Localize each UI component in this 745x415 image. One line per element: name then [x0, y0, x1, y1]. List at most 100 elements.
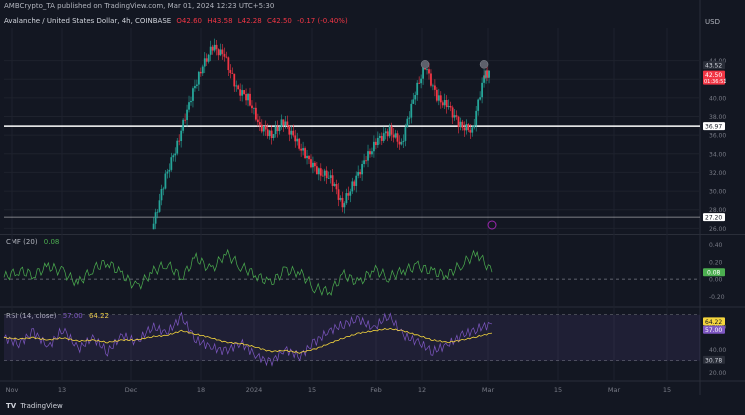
candle-body	[357, 171, 360, 176]
candle-body	[280, 119, 283, 128]
candle-body	[485, 70, 487, 78]
candle-body	[262, 125, 265, 132]
peak-marker	[479, 60, 489, 69]
candle-body	[374, 141, 377, 146]
candle-body	[315, 166, 318, 175]
candle-body	[221, 49, 224, 54]
rsi-badge-label: 30.78	[705, 357, 722, 364]
price-badge	[703, 70, 725, 85]
candle-body	[276, 126, 279, 132]
candle-body	[398, 141, 401, 145]
price-tick-label: 32.00	[709, 170, 726, 177]
candle-body	[343, 203, 346, 208]
x-tick-label: 15	[554, 386, 562, 394]
x-tick-label: Nov	[6, 386, 19, 394]
candle-body	[317, 168, 320, 175]
candle-body	[437, 95, 440, 101]
rsi-ma-line	[3, 327, 493, 354]
cmf-badge-label: 0.08	[707, 270, 721, 277]
candle-body	[386, 131, 389, 137]
candle-body	[412, 99, 415, 104]
candle-body	[325, 170, 328, 179]
candle-body	[258, 122, 261, 125]
cmf-tick-label: 0.40	[709, 242, 723, 249]
candle-body	[373, 141, 375, 152]
candle-body	[312, 162, 314, 168]
x-tick-label: 13	[58, 386, 66, 394]
symbol-title: Avalanche / United States Dollar, 4h, CO…	[4, 17, 172, 25]
candle-body	[323, 170, 326, 176]
candle-body	[266, 129, 269, 137]
candle-body	[162, 188, 165, 190]
candle-body	[369, 151, 371, 155]
publisher-line: AMBCrypto_TA published on TradingView.co…	[4, 2, 275, 10]
candle-body	[174, 153, 177, 156]
peak-marker	[420, 60, 430, 69]
price-badge	[703, 122, 725, 131]
x-tick-label: Dec	[125, 386, 138, 394]
candle-body	[164, 173, 167, 189]
candle-body	[300, 148, 303, 151]
currency-label: USD	[705, 18, 720, 26]
x-tick-label: Mar	[482, 386, 495, 394]
candle-body	[180, 130, 183, 141]
price-tick-label: 34.00	[709, 151, 726, 158]
candle-body	[432, 85, 434, 87]
candle-body	[345, 193, 348, 204]
candle-body	[229, 70, 232, 73]
candle-body	[166, 171, 169, 174]
candle-body	[410, 103, 413, 118]
candle-body	[192, 88, 194, 101]
x-tick-label: Feb	[370, 386, 382, 394]
candle-body	[445, 99, 448, 108]
candle-body	[355, 175, 358, 186]
candle-body	[392, 134, 395, 138]
rsi-title: RSI (14, close)	[6, 312, 57, 320]
candle-body	[152, 223, 155, 230]
candle-body	[199, 71, 202, 74]
candle-body	[339, 197, 342, 200]
candle-body	[486, 70, 488, 76]
candle-body	[264, 125, 267, 130]
candle-body	[416, 82, 419, 96]
candle-body	[272, 134, 275, 138]
candle-body	[414, 95, 417, 100]
rsi-band	[4, 314, 700, 361]
price-badge-label: 36.97	[705, 124, 722, 131]
cmf-tick-label: 0.00	[709, 277, 723, 284]
price-badge	[703, 213, 725, 222]
rsi-badge	[703, 317, 725, 326]
rsi-badge-label: 57.00	[705, 327, 722, 334]
symbol-legend: Avalanche / United States Dollar, 4h, CO…	[4, 17, 348, 25]
brand-footer: TV TradingView	[6, 402, 63, 410]
candle-body	[400, 141, 403, 145]
candle-body	[388, 126, 391, 137]
candle-body	[394, 133, 397, 138]
x-tick-label: 15	[663, 386, 671, 394]
candle-body	[447, 106, 450, 108]
candle-body	[225, 56, 228, 58]
candle-body	[268, 130, 271, 137]
candle-body	[433, 85, 436, 90]
candle-body	[219, 49, 222, 56]
candle-body	[310, 159, 312, 168]
candle-body	[384, 131, 387, 134]
price-tick-label: 38.00	[709, 114, 726, 121]
candle-body	[270, 130, 273, 138]
price-badge-countdown: 01:36:51	[704, 79, 726, 85]
cmf-legend: CMF (20) 0.08	[6, 238, 59, 246]
cmf-tick-label: -0.20	[709, 294, 725, 301]
candle-body	[477, 99, 480, 111]
candle-body	[329, 175, 332, 178]
candle-body	[371, 151, 373, 155]
candle-body	[223, 53, 226, 57]
candle-body	[430, 73, 432, 86]
brand-name: TradingView	[20, 402, 63, 410]
candle-body	[237, 85, 240, 90]
candle-body	[188, 102, 190, 110]
candle-body	[292, 130, 295, 136]
candle-body	[418, 82, 421, 84]
price-tick-label: 30.00	[709, 189, 726, 196]
candle-body	[459, 121, 462, 127]
